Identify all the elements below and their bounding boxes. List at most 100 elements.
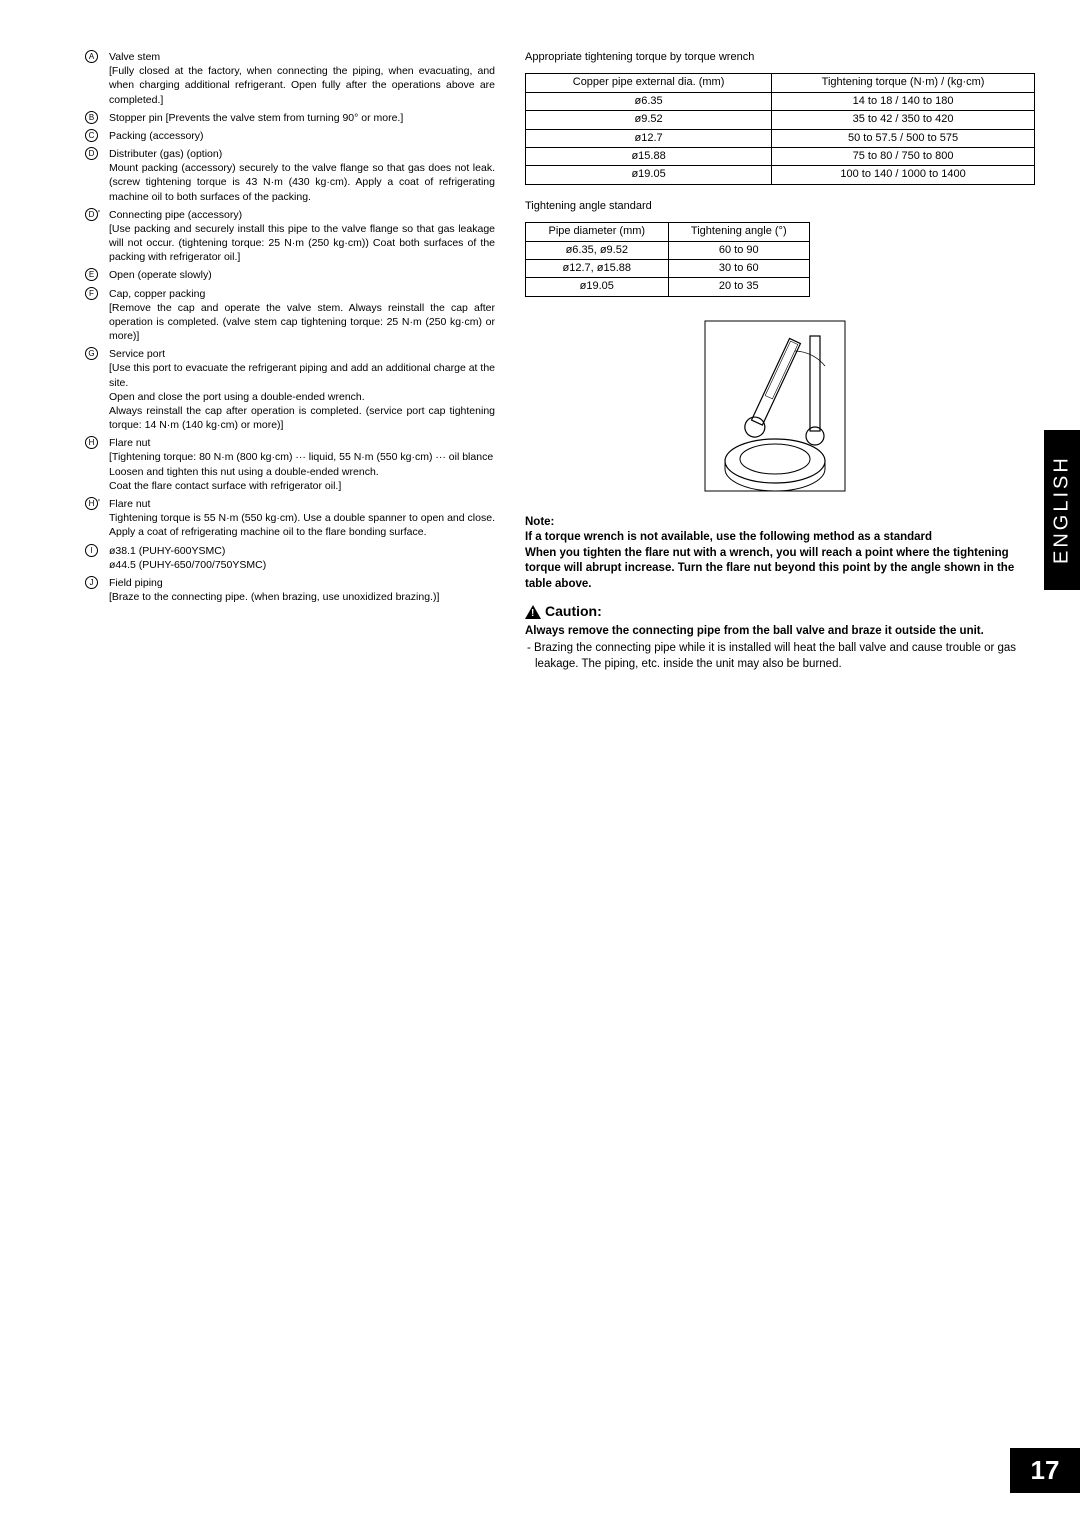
definition-item: D'Connecting pipe (accessory)[Use packin… (85, 208, 495, 265)
item-marker: C (85, 129, 109, 143)
table-cell: 20 to 35 (668, 278, 809, 296)
item-body: Valve stem[Fully closed at the factory, … (109, 50, 495, 107)
item-body: Stopper pin [Prevents the valve stem fro… (109, 111, 495, 125)
item-body: Cap, copper packing[Remove the cap and o… (109, 287, 495, 344)
item-desc: Loosen and tighten this nut using a doub… (109, 465, 495, 479)
definition-item: GService port[Use this port to evacuate … (85, 347, 495, 432)
definition-item: EOpen (operate slowly) (85, 268, 495, 282)
table-cell: ø6.35 (526, 92, 772, 110)
item-desc: [Use packing and securely install this p… (109, 222, 495, 265)
item-title: Cap, copper packing (109, 287, 495, 301)
table-header: Pipe diameter (mm) (526, 223, 669, 241)
item-title: Flare nut (109, 497, 495, 511)
caution-label: Caution: (545, 602, 602, 622)
item-title: Field piping (109, 576, 495, 590)
item-title: Stopper pin [Prevents the valve stem fro… (109, 111, 495, 125)
item-title: ø38.1 (PUHY-600YSMC) (109, 544, 495, 558)
item-body: Connecting pipe (accessory)[Use packing … (109, 208, 495, 265)
item-body: Packing (accessory) (109, 129, 495, 143)
table-header: Tightening angle (°) (668, 223, 809, 241)
item-body: Service port[Use this port to evacuate t… (109, 347, 495, 432)
table-cell: ø6.35, ø9.52 (526, 241, 669, 259)
item-marker: B (85, 111, 109, 125)
item-body: Flare nutTightening torque is 55 N·m (55… (109, 497, 495, 540)
definition-item: CPacking (accessory) (85, 129, 495, 143)
definition-item: H'Flare nutTightening torque is 55 N·m (… (85, 497, 495, 540)
table-cell: 60 to 90 (668, 241, 809, 259)
item-marker: G (85, 347, 109, 432)
table-row: ø9.5235 to 42 / 350 to 420 (526, 111, 1035, 129)
item-body: Distributer (gas) (option)Mount packing … (109, 147, 495, 204)
table-cell: ø12.7 (526, 129, 772, 147)
table-row: ø19.05100 to 140 / 1000 to 1400 (526, 166, 1035, 184)
item-title: Packing (accessory) (109, 129, 495, 143)
item-desc: [Tightening torque: 80 N·m (800 kg·cm) ·… (109, 450, 495, 464)
language-tab: ENGLISH (1044, 430, 1080, 590)
item-desc: [Use this port to evacuate the refrigera… (109, 361, 495, 389)
table-cell: ø15.88 (526, 147, 772, 165)
left-column: AValve stem[Fully closed at the factory,… (85, 50, 495, 672)
item-title: Flare nut (109, 436, 495, 450)
caution-bold-text: Always remove the connecting pipe from t… (525, 624, 1035, 640)
table-row: ø12.7, ø15.8830 to 60 (526, 259, 810, 277)
item-desc: [Braze to the connecting pipe. (when bra… (109, 590, 495, 604)
item-desc: Coat the flare contact surface with refr… (109, 479, 495, 493)
note-text: If a torque wrench is not available, use… (525, 531, 1014, 590)
definition-item: AValve stem[Fully closed at the factory,… (85, 50, 495, 107)
item-marker: D' (85, 208, 109, 265)
item-marker: E (85, 268, 109, 282)
torque-heading: Appropriate tightening torque by torque … (525, 50, 1035, 65)
item-desc: ø44.5 (PUHY-650/700/750YSMC) (109, 558, 495, 572)
item-marker: A (85, 50, 109, 107)
item-marker: H' (85, 497, 109, 540)
note-block: Note: If a torque wrench is not availabl… (525, 515, 1035, 593)
table-cell: 100 to 140 / 1000 to 1400 (772, 166, 1035, 184)
item-body: Field piping[Braze to the connecting pip… (109, 576, 495, 604)
caution-heading: Caution: (525, 602, 1035, 622)
table-row: ø6.3514 to 18 / 140 to 180 (526, 92, 1035, 110)
item-body: ø38.1 (PUHY-600YSMC)ø44.5 (PUHY-650/700/… (109, 544, 495, 572)
torque-table: Copper pipe external dia. (mm)Tightening… (525, 73, 1035, 184)
caution-list-item: - Brazing the connecting pipe while it i… (525, 641, 1035, 672)
table-cell: ø19.05 (526, 166, 772, 184)
table-cell: ø12.7, ø15.88 (526, 259, 669, 277)
item-desc: Always reinstall the cap after operation… (109, 404, 495, 432)
definition-item: HFlare nut[Tightening torque: 80 N·m (80… (85, 436, 495, 493)
table-row: ø15.8875 to 80 / 750 to 800 (526, 147, 1035, 165)
table-row: ø6.35, ø9.5260 to 90 (526, 241, 810, 259)
table-cell: ø9.52 (526, 111, 772, 129)
item-title: Valve stem (109, 50, 495, 64)
wrench-diagram (665, 311, 885, 501)
table-cell: 35 to 42 / 350 to 420 (772, 111, 1035, 129)
item-desc: [Remove the cap and operate the valve st… (109, 301, 495, 344)
item-desc: Tightening torque is 55 N·m (550 kg·cm).… (109, 511, 495, 539)
table-cell: 14 to 18 / 140 to 180 (772, 92, 1035, 110)
table-cell: 50 to 57.5 / 500 to 575 (772, 129, 1035, 147)
item-marker: I (85, 544, 109, 572)
table-row: ø12.750 to 57.5 / 500 to 575 (526, 129, 1035, 147)
table-row: ø19.0520 to 35 (526, 278, 810, 296)
item-title: Connecting pipe (accessory) (109, 208, 495, 222)
angle-table: Pipe diameter (mm)Tightening angle (°)ø6… (525, 222, 810, 297)
item-title: Open (operate slowly) (109, 268, 495, 282)
table-cell: 75 to 80 / 750 to 800 (772, 147, 1035, 165)
item-title: Distributer (gas) (option) (109, 147, 495, 161)
table-header: Tightening torque (N·m) / (kg·cm) (772, 74, 1035, 92)
item-marker: D (85, 147, 109, 204)
page-number: 17 (1010, 1448, 1080, 1493)
definition-item: BStopper pin [Prevents the valve stem fr… (85, 111, 495, 125)
definition-item: DDistributer (gas) (option)Mount packing… (85, 147, 495, 204)
item-body: Flare nut[Tightening torque: 80 N·m (800… (109, 436, 495, 493)
item-desc: Open and close the port using a double-e… (109, 390, 495, 404)
angle-heading: Tightening angle standard (525, 199, 1035, 214)
item-desc: [Fully closed at the factory, when conne… (109, 64, 495, 107)
item-title: Service port (109, 347, 495, 361)
note-label: Note: (525, 516, 554, 528)
warning-icon (525, 605, 541, 619)
item-marker: F (85, 287, 109, 344)
definition-item: Iø38.1 (PUHY-600YSMC)ø44.5 (PUHY-650/700… (85, 544, 495, 572)
table-cell: ø19.05 (526, 278, 669, 296)
table-header: Copper pipe external dia. (mm) (526, 74, 772, 92)
table-cell: 30 to 60 (668, 259, 809, 277)
right-column: Appropriate tightening torque by torque … (525, 50, 1035, 672)
